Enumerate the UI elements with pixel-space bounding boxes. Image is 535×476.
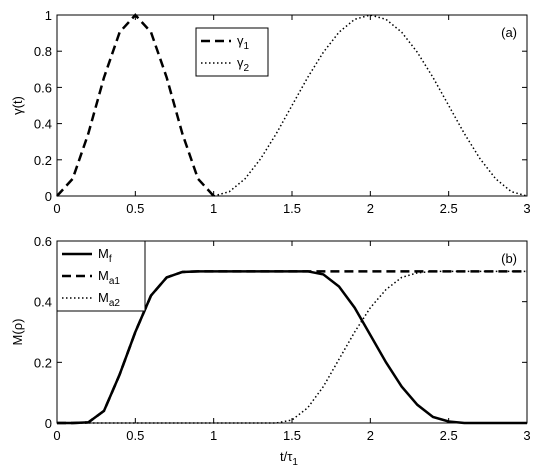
legend-box (195, 27, 269, 77)
y-tick-label: 0.4 (34, 117, 52, 132)
y-tick-label: 0.6 (34, 80, 52, 95)
data-line (56, 13, 215, 197)
y-tick-label: 0 (45, 416, 52, 431)
panel-label: (a) (501, 25, 517, 40)
x-tick-label: 2.5 (440, 428, 458, 443)
x-tick-label: 3 (523, 428, 530, 443)
x-tick-label: 1 (210, 428, 217, 443)
plot-frame (56, 14, 528, 197)
data-line (57, 270, 527, 424)
legend-label: γ1 (237, 33, 250, 52)
x-tick-label: 1.5 (283, 428, 301, 443)
y-tick-label: 1 (45, 8, 52, 23)
x-tick-label: 0 (53, 428, 60, 443)
legend-box (56, 240, 146, 312)
x-tick-label: 0.5 (126, 428, 144, 443)
y-tick-label: 0.6 (34, 234, 52, 249)
x-tick-label: 2.5 (440, 201, 458, 216)
panel-label: (b) (501, 251, 517, 266)
y-tick-label: 0.4 (34, 295, 52, 310)
x-tick-label: 1 (210, 201, 217, 216)
legend-label: Ma1 (98, 268, 120, 287)
legend-label: γ2 (237, 55, 250, 74)
y-tick-label: 0 (45, 189, 52, 204)
y-axis-label: γ(t) (10, 96, 25, 115)
x-tick-label: 3 (523, 201, 530, 216)
legend-label: Ma2 (98, 290, 120, 309)
legend-label: Mf (98, 246, 112, 265)
y-axis-label: M(ρ) (10, 319, 25, 346)
x-tick-label: 1.5 (283, 201, 301, 216)
y-tick-label: 0.2 (34, 355, 52, 370)
x-tick-label: 2 (367, 428, 374, 443)
x-axis-label: t/τ1 (280, 449, 298, 468)
x-tick-label: 2 (367, 201, 374, 216)
y-tick-label: 0.2 (34, 153, 52, 168)
x-tick-label: 0.5 (126, 201, 144, 216)
x-tick-label: 0 (53, 201, 60, 216)
y-tick-label: 0.8 (34, 44, 52, 59)
